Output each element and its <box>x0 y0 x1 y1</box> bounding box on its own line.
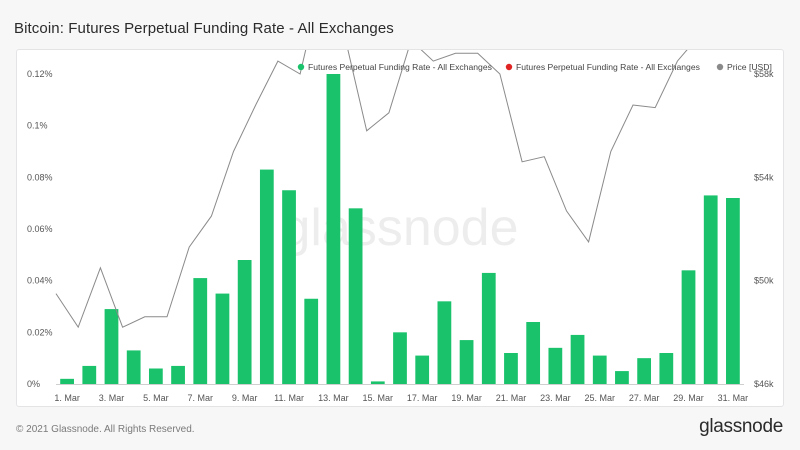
x-tick-label: 29. Mar <box>673 393 704 403</box>
funding-rate-bar <box>548 347 563 384</box>
y-left-tick-label: 0.08% <box>27 172 53 182</box>
funding-rate-bar <box>393 332 407 384</box>
y-left-tick-label: 0.04% <box>27 276 53 286</box>
funding-rate-bar <box>681 270 696 384</box>
legend-marker <box>505 63 513 71</box>
x-tick-label: 13. Mar <box>318 393 349 403</box>
funding-rate-bar <box>481 272 496 384</box>
y-left-tick-label: 0.06% <box>27 224 53 234</box>
funding-rate-bar <box>637 358 652 384</box>
x-tick-label: 3. Mar <box>99 393 125 403</box>
funding-rate-bar <box>148 368 163 384</box>
funding-rate-bar <box>82 365 97 384</box>
y-right-tick-label: $54k <box>754 172 774 182</box>
x-tick-label: 19. Mar <box>451 393 482 403</box>
funding-rate-bar <box>348 208 363 384</box>
funding-rate-bar <box>237 260 252 384</box>
y-left-tick-label: 0.12% <box>27 69 53 79</box>
y-left-tick-label: 0% <box>27 379 40 389</box>
funding-rate-bar <box>104 309 119 384</box>
x-tick-label: 11. Mar <box>274 393 304 403</box>
funding-rate-bar <box>126 350 141 384</box>
price-line <box>55 50 688 329</box>
x-tick-label: 7. Mar <box>188 393 214 403</box>
y-left-tick-label: 0.02% <box>27 327 53 337</box>
chart-title: Bitcoin: Futures Perpetual Funding Rate … <box>14 20 394 37</box>
funding-rate-bar <box>459 340 474 384</box>
funding-rate-bar <box>615 371 629 384</box>
copyright: © 2021 Glassnode. All Rights Reserved. <box>16 424 195 435</box>
watermark: glassnode <box>281 199 518 257</box>
funding-rate-bar <box>60 378 74 384</box>
y-left-tick-label: 0.1% <box>27 121 48 131</box>
x-tick-label: 5. Mar <box>143 393 169 403</box>
x-tick-label: 31. Mar <box>718 393 749 403</box>
x-tick-label: 17. Mar <box>407 393 438 403</box>
y-right-tick-label: $50k <box>754 276 774 286</box>
funding-rate-bar <box>370 381 385 384</box>
x-tick-label: 15. Mar <box>363 393 394 403</box>
legend-marker <box>716 63 724 71</box>
legend-label: Futures Perpetual Funding Rate - All Exc… <box>308 62 492 72</box>
funding-rate-bar <box>659 353 674 384</box>
funding-rate-chart: glassnode 0% 0.02% 0.04% 0.06% 0.08% 0.1% 0.12%… <box>27 50 774 403</box>
y-right-tick-label: $46k <box>754 379 774 389</box>
glassnode-logo: glassnode <box>699 416 783 437</box>
funding-rate-bar <box>570 334 585 384</box>
legend-label: Futures Perpetual Funding Rate - All Exc… <box>516 62 700 72</box>
funding-rate-bar <box>326 74 341 384</box>
funding-rate-bar <box>703 195 718 384</box>
funding-rate-bar <box>415 355 430 384</box>
funding-rate-bar <box>504 353 518 384</box>
x-tick-label: 1. Mar <box>54 393 80 403</box>
legend-marker <box>297 63 305 71</box>
funding-rate-bar <box>592 355 607 384</box>
funding-rate-bar <box>726 198 740 384</box>
funding-rate-bar <box>282 190 296 384</box>
x-tick-label: 23. Mar <box>540 393 571 403</box>
y-right-tick-label: $58k <box>754 69 774 79</box>
funding-rate-bar <box>526 322 541 384</box>
funding-rate-bar <box>437 301 452 384</box>
funding-rate-bar <box>259 169 274 384</box>
x-tick-label: 25. Mar <box>584 393 615 403</box>
x-tick-label: 9. Mar <box>232 393 258 403</box>
legend-label: Price [USD] <box>727 62 772 72</box>
x-tick-label: 21. Mar <box>496 393 527 403</box>
x-tick-label: 27. Mar <box>629 393 660 403</box>
funding-rate-bar <box>304 298 319 384</box>
funding-rate-bar <box>171 365 185 384</box>
chart-card: glassnode 0% 0.02% 0.04% 0.06% 0.08% 0.1% 0.12%… <box>16 49 784 407</box>
funding-rate-bar <box>193 278 208 384</box>
funding-rate-bar <box>215 293 230 384</box>
